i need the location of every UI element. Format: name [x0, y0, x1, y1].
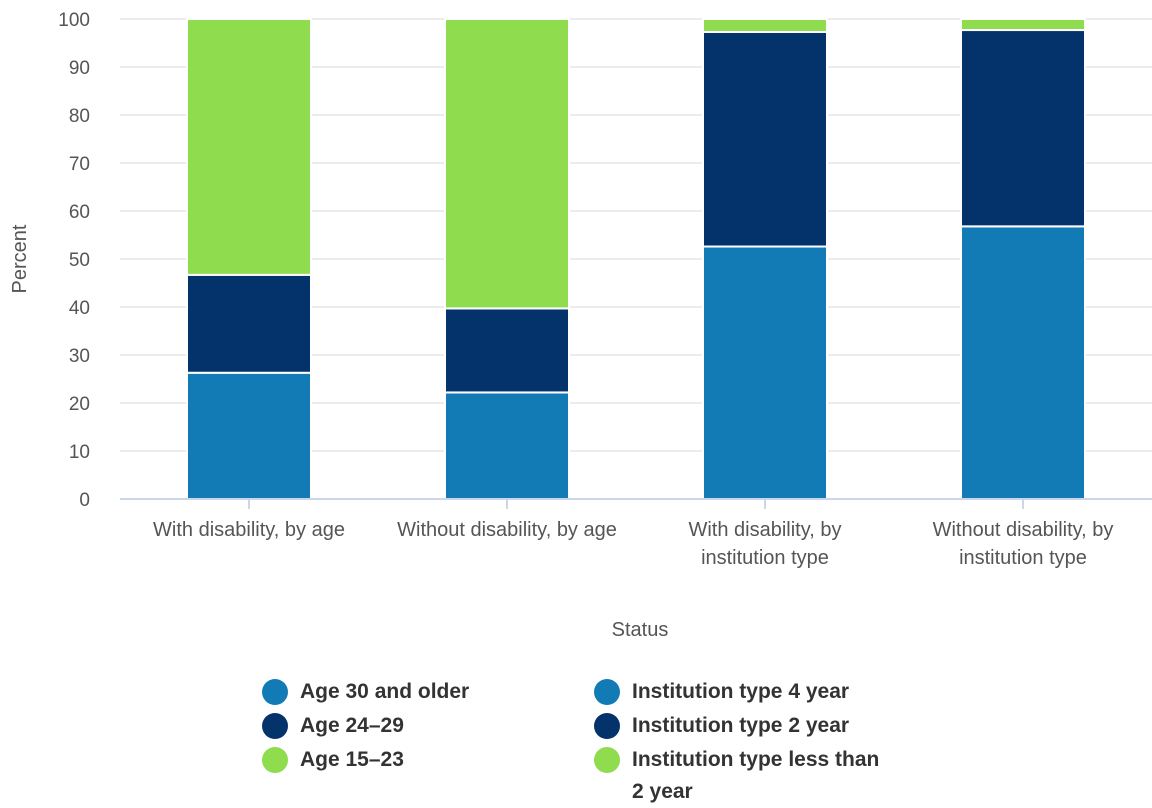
legend-marker-icon — [262, 713, 288, 739]
legend-marker-icon — [594, 747, 620, 773]
legend-label: Age 24–29 — [300, 714, 404, 737]
bar-segment — [444, 18, 570, 310]
legend-marker-icon — [262, 679, 288, 705]
y-tick-label: 20 — [69, 394, 90, 415]
legend-label: Institution type 2 year — [632, 714, 850, 737]
legend-label: Institution type 4 year — [632, 680, 850, 703]
y-tick-label: 90 — [69, 58, 90, 79]
bar-segment — [186, 273, 312, 374]
legend-label: Age 30 and older — [300, 680, 470, 703]
legend-label: Age 15–23 — [300, 748, 404, 771]
y-tick-label: 0 — [79, 490, 90, 511]
bar-segment — [702, 245, 828, 500]
bar-segment — [960, 29, 1086, 228]
y-tick-label: 40 — [69, 298, 90, 319]
y-tick-label: 80 — [69, 106, 90, 127]
legend-marker-icon — [594, 679, 620, 705]
x-tick-label: Without disability, by institution type — [933, 519, 1114, 569]
x-tick-label: With disability, by institution type — [688, 519, 841, 569]
x-tick-label: With disability, by age — [153, 519, 345, 541]
bar-segment — [960, 18, 1086, 32]
legend-item[interactable]: Age 24–29 — [262, 710, 550, 742]
legend: Age 30 and older Age 24–29 Age 15–23 Instit… — [262, 676, 902, 806]
legend-marker-icon — [594, 713, 620, 739]
y-tick-label: 100 — [58, 10, 90, 31]
x-tick-label: Without disability, by age — [397, 519, 617, 541]
legend-item[interactable]: Institution type less than 2 year — [594, 744, 882, 808]
bar-segment — [186, 18, 312, 276]
y-tick-label: 30 — [69, 346, 90, 367]
y-axis-title: Percent — [9, 224, 31, 293]
x-axis: With disability, by age Without disabilit… — [120, 498, 1152, 569]
legend-item[interactable]: Age 30 and older — [262, 676, 550, 708]
legend-marker-icon — [262, 747, 288, 773]
bar-segment — [186, 371, 312, 501]
y-axis-ticks: 0 10 20 30 40 50 60 70 80 90 100 — [58, 10, 90, 511]
y-tick-label: 60 — [69, 202, 90, 223]
bars — [186, 18, 1086, 501]
y-tick-label: 50 — [69, 250, 90, 271]
y-tick-label: 10 — [69, 442, 90, 463]
legend-item[interactable]: Institution type 2 year — [594, 710, 882, 742]
legend-label: Institution type less than 2 year — [632, 748, 880, 803]
bar-segment — [702, 30, 828, 248]
x-axis-title: Status — [612, 619, 669, 641]
legend-item[interactable]: Age 15–23 — [262, 744, 550, 776]
y-tick-label: 70 — [69, 154, 90, 175]
bar-segment — [960, 225, 1086, 501]
legend-item[interactable]: Institution type 4 year — [594, 676, 882, 708]
bar-segment — [702, 18, 828, 33]
bar-segment — [444, 307, 570, 394]
bar-segment — [444, 391, 570, 500]
